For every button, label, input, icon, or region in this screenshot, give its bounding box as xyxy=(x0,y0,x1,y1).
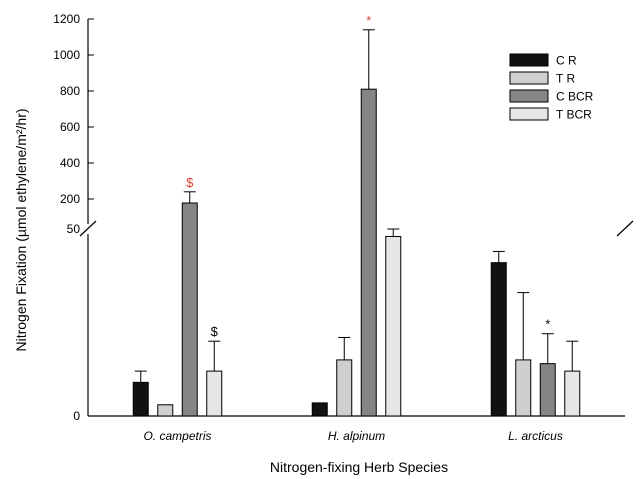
legend-label: T BCR xyxy=(556,108,592,122)
legend-swatch xyxy=(509,107,549,121)
y-tick-label: 400 xyxy=(60,156,80,170)
bar xyxy=(181,202,198,417)
legend-swatch xyxy=(509,71,549,85)
bar xyxy=(564,370,581,417)
bar xyxy=(360,88,377,417)
bar xyxy=(132,381,149,417)
significance-marker: * xyxy=(545,317,550,332)
legend: C R T R C BCR T BCR xyxy=(509,53,594,122)
significance-marker: * xyxy=(366,13,371,28)
axis-break-mark-right xyxy=(616,220,634,237)
y-tick-label: 1200 xyxy=(53,12,80,26)
x-category-label: L. arcticus xyxy=(508,429,563,443)
y-tick-label: 1000 xyxy=(53,48,80,62)
legend-swatch xyxy=(509,89,549,103)
bar xyxy=(490,262,507,417)
y-tick-label: 0 xyxy=(73,409,80,423)
x-axis-title: Nitrogen-fixing Herb Species xyxy=(270,459,448,475)
legend-label: C R xyxy=(556,54,577,68)
legend-swatch xyxy=(509,53,549,67)
y-tick-label: 600 xyxy=(60,120,80,134)
bar xyxy=(311,402,328,417)
x-category-label: O. campetris xyxy=(143,429,211,443)
bar xyxy=(206,370,223,417)
annotations: $ $ * * xyxy=(186,13,550,339)
bar xyxy=(515,359,532,417)
bar xyxy=(539,363,556,417)
y-tick-label: 800 xyxy=(60,84,80,98)
x-category-label: H. alpinum xyxy=(328,429,385,443)
significance-marker: $ xyxy=(211,324,219,339)
bar xyxy=(157,404,174,417)
axis-break-mark-left xyxy=(79,220,97,237)
y-tick-label: 50 xyxy=(67,222,81,236)
y-axis-title: Nitrogen Fixation (µmol ethylene/m²/hr) xyxy=(13,108,29,351)
legend-label: T R xyxy=(556,72,575,86)
bar xyxy=(336,359,353,417)
significance-marker: $ xyxy=(186,175,194,190)
y-tick-label: 200 xyxy=(60,192,80,206)
axes: 1200 1000 800 600 400 200 50 0 xyxy=(53,12,634,423)
bars: O. campetris H. alpinum L. arcticus xyxy=(132,29,581,443)
legend-label: C BCR xyxy=(556,90,594,104)
bar xyxy=(385,235,402,417)
